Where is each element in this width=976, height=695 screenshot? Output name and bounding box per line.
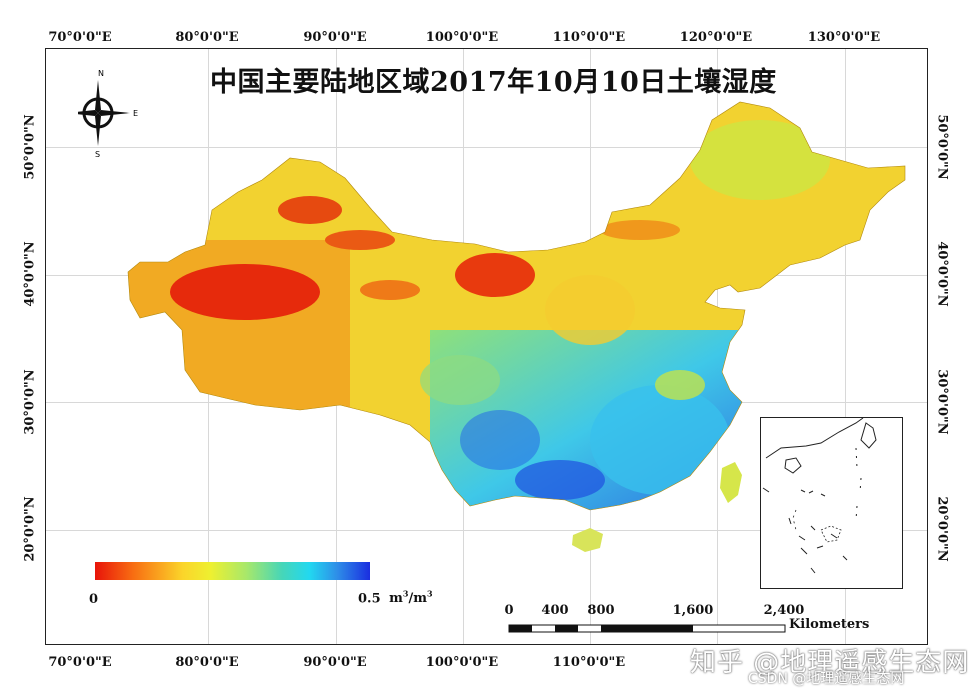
lon-label-top-110: 110°0'0"E	[552, 30, 626, 45]
lat-label-right-50: 50°0'0"N	[934, 114, 950, 180]
map-title: 中国主要陆地区域2017年10月10日土壤湿度	[210, 67, 777, 98]
lat-label-left-40: 40°0'0"N	[22, 241, 38, 307]
lon-label-top-100: 100°0'0"E	[425, 30, 499, 45]
scale-tick-400: 400	[541, 603, 569, 618]
scale-bar	[508, 624, 786, 633]
compass-e: E	[133, 109, 138, 118]
scale-tick-1600: 1,600	[672, 603, 714, 618]
legend-unit-sup1: 3	[402, 589, 409, 599]
lon-label-bottom-100: 100°0'0"E	[425, 655, 499, 670]
parallel-50	[46, 147, 927, 148]
lon-label-bottom-110: 110°0'0"E	[552, 655, 626, 670]
watermark-zhihu: 知乎 @地理遥感生态网	[690, 648, 970, 678]
south-china-sea-inset	[760, 417, 903, 589]
meridian-120	[717, 49, 718, 644]
meridian-100	[463, 49, 464, 644]
lon-label-top-80: 80°0'0"E	[175, 30, 239, 45]
lat-label-left-30: 30°0'0"N	[22, 369, 38, 435]
lat-label-right-30: 30°0'0"N	[934, 369, 950, 435]
lat-label-right-40: 40°0'0"N	[934, 241, 950, 307]
scale-tick-0: 0	[504, 603, 514, 618]
legend-unit-base: m	[389, 591, 403, 607]
compass-n: N	[98, 69, 104, 78]
meridian-80	[208, 49, 209, 644]
north-arrow-icon: N W E S	[78, 69, 138, 158]
scale-tick-2400: 2,400	[763, 603, 805, 618]
scale-unit-label: Kilometers	[789, 617, 870, 632]
lon-label-top-130: 130°0'0"E	[807, 30, 881, 45]
lon-label-bottom-70: 70°0'0"E	[48, 655, 112, 670]
legend-colorbar	[95, 562, 370, 580]
parallel-20	[46, 530, 927, 531]
parallel-40	[46, 275, 927, 276]
parallel-30	[46, 402, 927, 403]
lon-label-bottom-90: 90°0'0"E	[303, 655, 367, 670]
legend-unit-sup2: 3	[427, 589, 433, 599]
legend-max-value: 0.5	[358, 591, 381, 607]
meridian-110	[590, 49, 591, 644]
lat-label-left-50: 50°0'0"N	[22, 114, 38, 180]
lon-label-top-70: 70°0'0"E	[48, 30, 112, 45]
meridian-90	[336, 49, 337, 644]
lon-label-top-90: 90°0'0"E	[303, 30, 367, 45]
watermark-csdn: CSDN @地理遥感生态网	[748, 671, 905, 687]
lon-label-bottom-80: 80°0'0"E	[175, 655, 239, 670]
lon-label-top-120: 120°0'0"E	[679, 30, 753, 45]
scale-tick-800: 800	[587, 603, 615, 618]
lat-label-left-20: 20°0'0"N	[22, 496, 38, 562]
lat-label-right-20: 20°0'0"N	[934, 496, 950, 562]
legend-unit-sep: /m	[408, 591, 428, 607]
inset-map-outline	[762, 417, 877, 574]
legend-max-label: 0.5 m3/m3	[358, 589, 433, 606]
compass-s: S	[95, 150, 100, 158]
legend-min-label: 0	[89, 592, 99, 607]
legend-unit: m3/m3	[389, 589, 433, 607]
